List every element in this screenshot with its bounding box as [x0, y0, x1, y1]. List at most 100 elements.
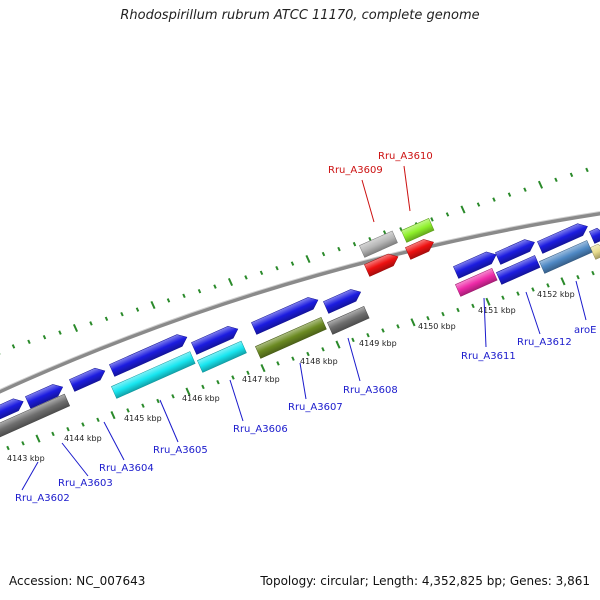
feature-cog-cyan: [111, 351, 196, 399]
gene-leader-line: [229, 379, 244, 422]
feature-cds_outer-blue: [537, 223, 588, 254]
outer-minor-tick: [569, 172, 574, 178]
outer-major-tick: [460, 205, 466, 214]
inner-major-tick: [35, 434, 41, 443]
accession-info: Accession: NC_007643: [9, 574, 145, 588]
gene-leader-line: [361, 179, 375, 223]
outer-minor-tick: [135, 307, 140, 312]
inner-minor-tick: [366, 332, 370, 338]
genes-label: Genes:: [509, 574, 552, 588]
outer-minor-tick: [11, 344, 16, 349]
feature-cog-gray: [327, 305, 370, 335]
outer-minor-tick: [259, 270, 264, 276]
inner-minor-tick: [381, 328, 385, 333]
accession-value: NC_007643: [76, 574, 146, 588]
genes-value: 3,861: [555, 574, 590, 588]
inner-minor-tick: [126, 408, 130, 413]
outer-minor-tick: [104, 316, 109, 322]
kbp-tick-label: 4146 kbp: [182, 394, 220, 403]
inner-major-tick: [410, 318, 416, 327]
feature-cds_outer-blue: [495, 239, 535, 265]
inner-major-tick: [260, 364, 266, 373]
kbp-tick-label: 4143 kbp: [7, 454, 45, 463]
feature-cog-cyan: [197, 340, 247, 373]
feature-upper-lightgray: [359, 230, 398, 258]
inner-minor-tick: [246, 370, 250, 376]
outer-minor-tick: [585, 167, 589, 173]
outer-minor-tick: [445, 212, 450, 217]
gene-label: Rru_A3606: [233, 424, 288, 435]
kbp-tick-label: 4150 kbp: [418, 322, 456, 331]
outer-minor-tick: [120, 311, 124, 317]
outer-major-tick: [305, 254, 311, 264]
inner-minor-tick: [546, 283, 550, 288]
outer-minor-tick: [321, 251, 326, 257]
gene-leader-line: [21, 461, 39, 491]
inner-major-tick: [110, 411, 116, 420]
outer-minor-tick: [275, 265, 279, 271]
feature-upper-red: [364, 253, 399, 277]
inner-minor-tick: [6, 445, 10, 451]
feature-cds_outer-blue: [589, 227, 600, 244]
inner-minor-tick: [441, 311, 445, 317]
outer-minor-tick: [89, 321, 93, 326]
feature-cog-blue: [496, 255, 541, 285]
inner-minor-tick: [201, 384, 205, 390]
feature-cds_outer-blue: [323, 289, 362, 314]
gene-label: Rru_A3610: [378, 151, 433, 162]
outer-minor-tick: [27, 339, 31, 345]
gene-leader-line: [61, 442, 89, 477]
map-title: Rhodospirillum rubrum ATCC 11170, comple…: [120, 8, 480, 23]
inner-minor-tick: [276, 361, 280, 366]
outer-minor-tick: [507, 192, 512, 197]
inner-minor-tick: [216, 379, 220, 385]
inner-minor-tick: [66, 426, 70, 432]
inner-minor-tick: [171, 394, 175, 399]
genome-stats: Topology: circular; Length: 4,352,825 bp…: [260, 574, 590, 588]
length-value: 4,352,825 bp: [421, 574, 502, 588]
inner-minor-tick: [141, 403, 145, 408]
inner-minor-tick: [426, 315, 430, 321]
gene-leader-line: [575, 280, 587, 321]
inner-minor-tick: [516, 291, 520, 296]
feature-cds_outer-blue: [0, 398, 24, 421]
outer-minor-tick: [42, 334, 47, 340]
gene-label: aroE: [574, 325, 596, 336]
gene-label: Rru_A3612: [517, 337, 572, 348]
gene-label: Rru_A3609: [328, 165, 383, 176]
gene-leader-line: [103, 421, 125, 461]
gene-leader-line: [403, 165, 411, 212]
accession-label: Accession:: [9, 574, 73, 588]
outer-minor-tick: [352, 241, 357, 247]
inner-minor-tick: [351, 337, 355, 343]
kbp-tick-label: 4145 kbp: [124, 414, 162, 423]
outer-minor-tick: [430, 217, 434, 222]
outer-minor-tick: [197, 288, 202, 294]
kbp-tick-label: 4149 kbp: [359, 339, 397, 348]
feature-cds_outer-khaki: [590, 243, 600, 260]
genome-backbone-highlight: [0, 211, 600, 390]
outer-major-tick: [0, 346, 1, 356]
feature-upper-red: [405, 239, 434, 260]
outer-minor-tick: [554, 177, 558, 183]
gene-leader-line: [159, 399, 179, 443]
inner-minor-tick: [96, 417, 100, 423]
outer-minor-tick: [476, 202, 481, 207]
inner-major-tick: [335, 340, 341, 349]
feature-cog-steel: [539, 240, 593, 274]
inner-minor-tick: [21, 441, 25, 446]
outer-minor-tick: [166, 298, 171, 303]
gene-leader-line: [483, 297, 487, 348]
outer-minor-tick: [337, 246, 341, 252]
feature-cds_outer-blue: [109, 334, 188, 377]
inner-minor-tick: [81, 422, 85, 427]
feature-cog-gray: [0, 393, 71, 439]
inner-minor-tick: [396, 324, 400, 329]
feature-cds_outer-blue: [69, 367, 106, 392]
feature-cds_outer-blue: [251, 297, 319, 335]
inner-minor-tick: [591, 270, 595, 276]
inner-major-tick: [560, 277, 566, 286]
kbp-tick-label: 4144 kbp: [64, 434, 102, 443]
inner-minor-tick: [306, 351, 310, 357]
